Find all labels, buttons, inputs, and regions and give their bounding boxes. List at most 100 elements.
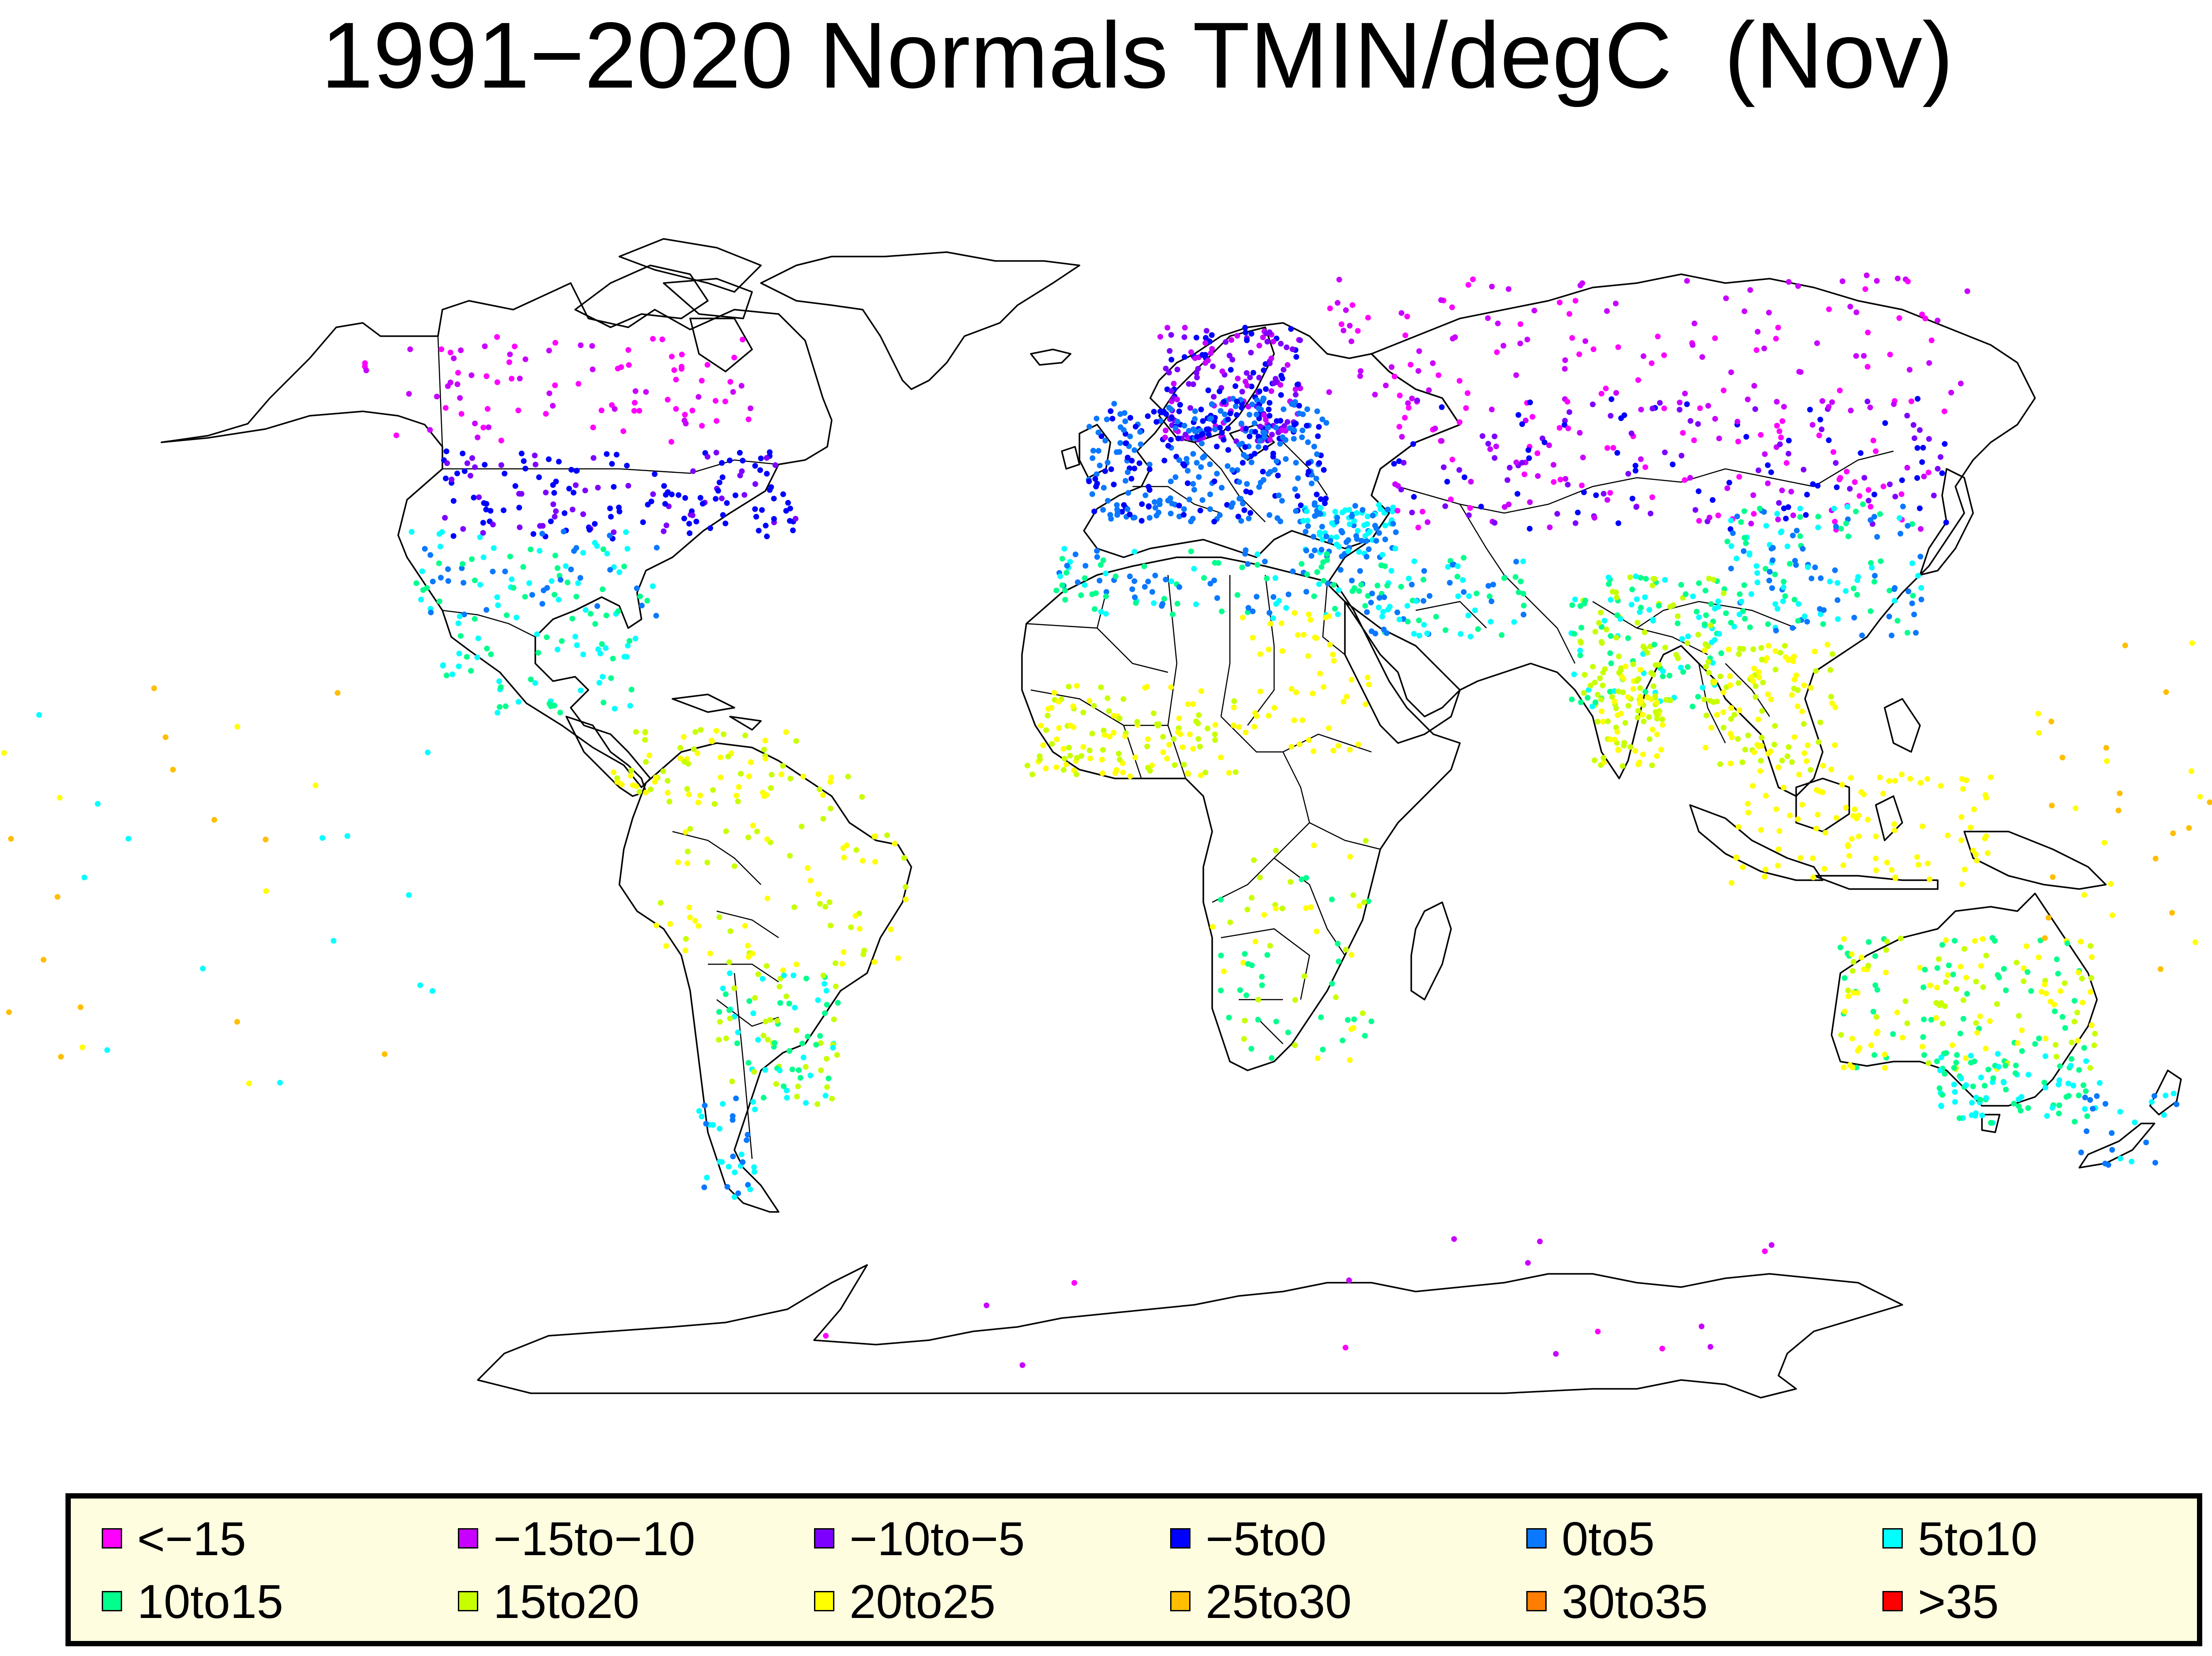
station-dot: [1261, 912, 1267, 918]
station-dot: [1263, 445, 1269, 451]
station-dot: [1837, 387, 1843, 394]
station-dot: [884, 832, 890, 838]
station-dot: [1466, 512, 1472, 518]
legend-swatch: [102, 1528, 122, 1549]
station-dot: [1445, 564, 1451, 570]
station-dot: [2025, 1105, 2031, 1111]
station-dot: [503, 703, 509, 709]
station-dot: [661, 528, 667, 534]
station-dot: [1376, 530, 1382, 536]
station-dot: [1579, 483, 1585, 488]
station-dot: [1292, 997, 1298, 1003]
station-dot: [1741, 582, 1747, 588]
station-dot: [664, 778, 671, 784]
station-dot: [430, 579, 436, 585]
station-dot: [697, 495, 703, 501]
station-dot: [1842, 1008, 1848, 1015]
station-dot: [200, 966, 206, 972]
station-dot: [1635, 377, 1641, 383]
station-dot: [471, 494, 477, 501]
station-dot: [544, 634, 550, 640]
station-dot: [1661, 405, 1667, 411]
station-dot: [1708, 724, 1714, 731]
station-dot: [1953, 1059, 1959, 1066]
station-dot: [841, 949, 847, 955]
station-dot: [2001, 966, 2007, 972]
station-dot: [1348, 677, 1355, 683]
station-dot: [1977, 1013, 1983, 1020]
station-dot: [1110, 713, 1117, 719]
station-dot: [1832, 742, 1838, 748]
station-dot: [1273, 847, 1279, 854]
station-dot: [2016, 1013, 2022, 1019]
station-dot: [1748, 521, 1754, 527]
station-dot: [1491, 520, 1498, 526]
station-dot: [718, 754, 723, 760]
station-dot: [1603, 385, 1609, 391]
station-dot: [454, 470, 460, 476]
station-dot: [1571, 631, 1578, 637]
station-dot: [1345, 548, 1351, 554]
station-dot: [1553, 1351, 1559, 1357]
station-dot: [1450, 336, 1456, 341]
station-dot: [1521, 471, 1528, 477]
station-dot: [767, 487, 773, 493]
station-dot: [1819, 426, 1825, 433]
station-dot: [591, 455, 597, 461]
legend-swatch: [814, 1591, 834, 1611]
station-dot: [1833, 523, 1839, 529]
station-dot: [1363, 701, 1369, 707]
station-dot: [1300, 411, 1306, 418]
station-dot: [1236, 724, 1242, 730]
station-dot: [469, 455, 475, 461]
station-dot: [1567, 311, 1572, 317]
station-dot: [2042, 935, 2048, 941]
station-dot: [1211, 478, 1217, 484]
legend-item: <−15: [102, 1512, 246, 1565]
station-dot: [1511, 619, 1517, 625]
station-dot: [1980, 936, 1985, 942]
station-dot: [1951, 1081, 1957, 1088]
station-dot: [2078, 939, 2084, 945]
station-dot: [1268, 355, 1275, 361]
station-dot: [1873, 833, 1879, 840]
station-dot: [1843, 468, 1850, 475]
station-dot: [449, 476, 455, 483]
station-dot: [1928, 337, 1935, 343]
station-dot: [575, 580, 581, 586]
station-dot: [1283, 428, 1289, 434]
station-dot: [1907, 776, 1913, 782]
station-dot: [748, 759, 754, 765]
station-dot: [1628, 430, 1635, 437]
station-dot: [1703, 612, 1709, 618]
station-dot: [2003, 1086, 2009, 1092]
station-dot: [1416, 348, 1422, 354]
station-dot: [888, 926, 894, 932]
station-dot: [686, 905, 692, 911]
station-dot: [1627, 744, 1633, 750]
station-dot: [1846, 853, 1852, 859]
station-dot: [1292, 402, 1298, 408]
station-dot: [1168, 356, 1175, 363]
station-dot: [1175, 729, 1181, 735]
station-dot: [643, 790, 649, 796]
station-dot: [444, 460, 450, 466]
station-dot: [424, 585, 430, 591]
station-dot: [781, 972, 787, 978]
station-dot: [1727, 682, 1733, 688]
station-dot: [2089, 954, 2095, 960]
station-dot: [1654, 731, 1660, 737]
station-dot: [262, 836, 269, 843]
station-dot: [1731, 712, 1737, 718]
station-dot: [1983, 1046, 1989, 1052]
station-dot: [1059, 556, 1065, 562]
station-dot: [1889, 867, 1895, 873]
station-dot: [234, 1019, 240, 1025]
station-dot: [1244, 481, 1250, 487]
station-dot: [642, 729, 648, 735]
station-dot: [780, 491, 786, 497]
station-dot: [1520, 558, 1526, 564]
station-dot: [1185, 468, 1191, 474]
station-dot: [1812, 648, 1818, 655]
station-dot: [1302, 529, 1309, 535]
